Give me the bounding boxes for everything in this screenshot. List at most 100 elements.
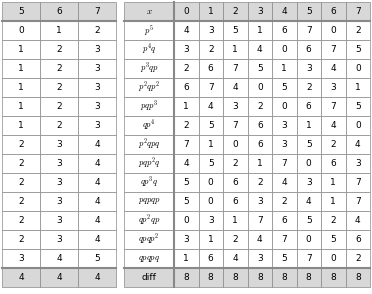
- Bar: [296, 135, 321, 154]
- Text: 7: 7: [355, 7, 360, 16]
- Text: 3: 3: [94, 83, 100, 92]
- Text: 2: 2: [18, 235, 24, 244]
- Bar: [78, 116, 116, 135]
- Text: 1: 1: [18, 45, 24, 54]
- Text: 5: 5: [208, 121, 214, 130]
- Bar: [223, 78, 247, 97]
- Bar: [247, 59, 272, 78]
- Text: 6: 6: [281, 26, 287, 35]
- Text: 6: 6: [257, 140, 263, 149]
- Text: 0: 0: [306, 235, 312, 244]
- Bar: [124, 211, 174, 230]
- Bar: [78, 40, 116, 59]
- Text: $p^2qp^2$: $p^2qp^2$: [138, 80, 160, 95]
- Bar: [124, 2, 174, 21]
- Bar: [40, 78, 78, 97]
- Bar: [174, 116, 199, 135]
- Text: $p^5$: $p^5$: [144, 23, 154, 38]
- Text: 1: 1: [183, 102, 189, 111]
- Bar: [272, 21, 296, 40]
- Bar: [321, 2, 346, 21]
- Bar: [272, 154, 296, 173]
- Text: 2: 2: [355, 254, 360, 263]
- Text: 4: 4: [355, 140, 360, 149]
- Text: 6: 6: [232, 178, 238, 187]
- Bar: [124, 59, 174, 78]
- Text: $qp^2qp$: $qp^2qp$: [138, 213, 160, 228]
- Bar: [40, 211, 78, 230]
- Text: diff: diff: [142, 273, 157, 282]
- Bar: [78, 2, 116, 21]
- Bar: [199, 211, 223, 230]
- Bar: [296, 78, 321, 97]
- Text: 8: 8: [355, 273, 360, 282]
- Bar: [174, 211, 199, 230]
- Bar: [247, 211, 272, 230]
- Bar: [247, 135, 272, 154]
- Text: 4: 4: [232, 254, 238, 263]
- Bar: [78, 249, 116, 268]
- Text: 0: 0: [306, 159, 312, 168]
- Text: 4: 4: [330, 64, 336, 73]
- Text: 4: 4: [56, 273, 62, 282]
- Text: 5: 5: [306, 7, 312, 16]
- Bar: [40, 249, 78, 268]
- Text: 2: 2: [56, 64, 62, 73]
- Bar: [296, 154, 321, 173]
- Text: 3: 3: [281, 121, 287, 130]
- Text: 1: 1: [183, 254, 189, 263]
- Bar: [40, 173, 78, 192]
- Bar: [78, 59, 116, 78]
- Text: 4: 4: [257, 45, 263, 54]
- Text: 7: 7: [281, 159, 287, 168]
- Text: 4: 4: [306, 197, 312, 206]
- Bar: [321, 97, 346, 116]
- Text: 2: 2: [355, 26, 360, 35]
- Text: 3: 3: [94, 64, 100, 73]
- Text: 2: 2: [183, 64, 189, 73]
- Bar: [296, 116, 321, 135]
- Bar: [40, 97, 78, 116]
- Bar: [247, 154, 272, 173]
- Bar: [321, 249, 346, 268]
- Text: 1: 1: [257, 159, 263, 168]
- Bar: [296, 230, 321, 249]
- Bar: [223, 135, 247, 154]
- Bar: [78, 211, 116, 230]
- Text: 7: 7: [355, 178, 360, 187]
- Bar: [199, 192, 223, 211]
- Bar: [199, 154, 223, 173]
- Text: $pqpqp$: $pqpqp$: [138, 196, 160, 206]
- Bar: [272, 135, 296, 154]
- Bar: [272, 78, 296, 97]
- Text: 0: 0: [330, 26, 336, 35]
- Text: 6: 6: [306, 102, 312, 111]
- Bar: [199, 230, 223, 249]
- Bar: [124, 154, 174, 173]
- Bar: [2, 59, 40, 78]
- Text: 0: 0: [18, 26, 24, 35]
- Text: 7: 7: [355, 197, 360, 206]
- Text: 1: 1: [56, 26, 62, 35]
- Text: 4: 4: [208, 102, 214, 111]
- Bar: [321, 21, 346, 40]
- Text: 3: 3: [56, 140, 62, 149]
- Bar: [174, 40, 199, 59]
- Text: 2: 2: [282, 197, 287, 206]
- Bar: [199, 59, 223, 78]
- Bar: [78, 78, 116, 97]
- Text: 2: 2: [56, 45, 62, 54]
- Text: 6: 6: [355, 235, 360, 244]
- Bar: [174, 230, 199, 249]
- Text: 0: 0: [355, 121, 360, 130]
- Text: 8: 8: [208, 273, 214, 282]
- Bar: [223, 40, 247, 59]
- Text: 3: 3: [18, 254, 24, 263]
- Bar: [346, 40, 370, 59]
- Text: 3: 3: [306, 64, 312, 73]
- Bar: [2, 173, 40, 192]
- Text: 3: 3: [94, 102, 100, 111]
- Text: 0: 0: [183, 7, 189, 16]
- Text: $qpqpq$: $qpqpq$: [138, 253, 160, 263]
- Bar: [78, 230, 116, 249]
